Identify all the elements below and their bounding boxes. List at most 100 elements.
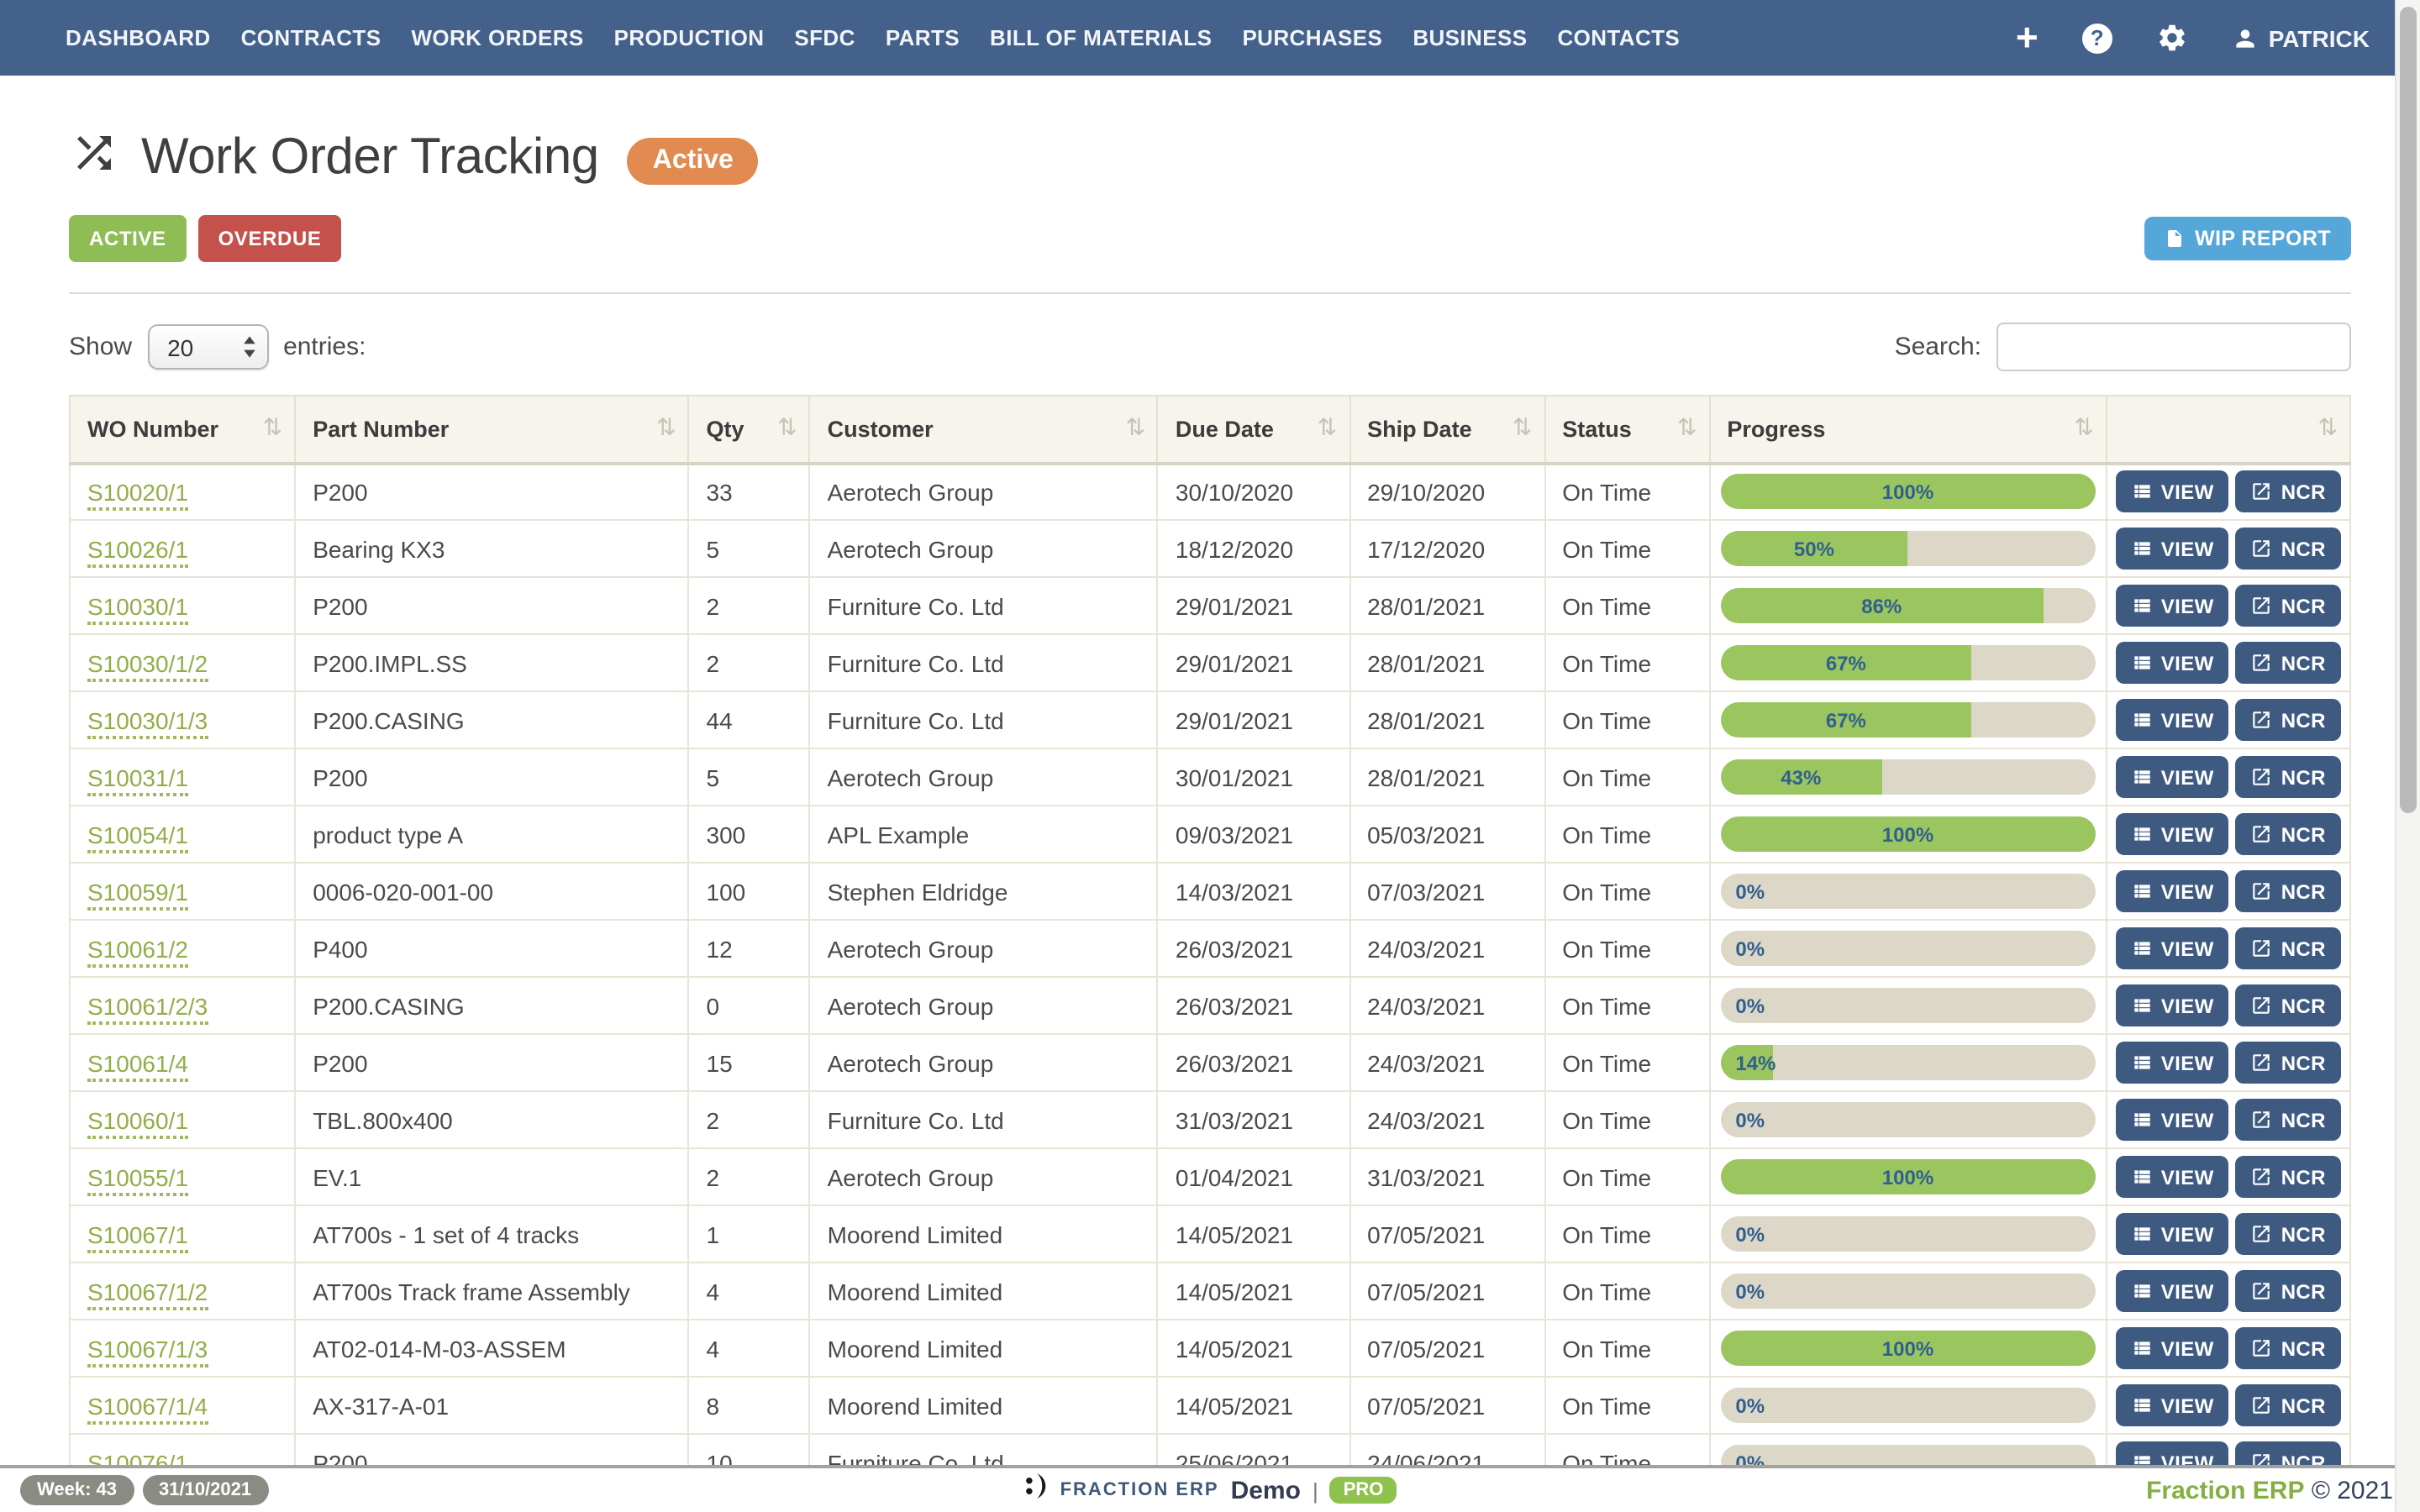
ncr-button[interactable]: NCR xyxy=(2235,470,2341,513)
due-date-cell: 26/03/2021 xyxy=(1156,919,1351,978)
status-cell: On Time xyxy=(1544,862,1711,921)
wo-number-link[interactable]: S10067/1/2 xyxy=(87,1278,208,1310)
view-button[interactable]: VIEW xyxy=(2115,585,2229,627)
entries-select[interactable]: 20 xyxy=(147,324,269,370)
search-input[interactable] xyxy=(1996,323,2351,371)
ncr-button[interactable]: NCR xyxy=(2235,1099,2341,1141)
ncr-button[interactable]: NCR xyxy=(2235,1384,2341,1426)
column-header-part-number[interactable]: Part Number ⇅ xyxy=(294,395,690,465)
nav-item-parts[interactable]: PARTS xyxy=(885,25,960,50)
view-button[interactable]: VIEW xyxy=(2115,1384,2229,1426)
nav-item-business[interactable]: BUSINESS xyxy=(1413,25,1528,50)
view-button[interactable]: VIEW xyxy=(2115,1270,2229,1312)
ncr-button[interactable]: NCR xyxy=(2235,1327,2341,1369)
wo-number-link[interactable]: S10030/1/3 xyxy=(87,706,208,738)
column-header-due-date[interactable]: Due Date ⇅ xyxy=(1156,395,1351,465)
ncr-button[interactable]: NCR xyxy=(2235,927,2341,969)
wip-report-button[interactable]: WIP REPORT xyxy=(2144,217,2351,260)
wo-number-link[interactable]: S10061/2 xyxy=(87,935,188,967)
view-button[interactable]: VIEW xyxy=(2115,756,2229,798)
column-header-ship-date[interactable]: Ship Date ⇅ xyxy=(1349,395,1546,465)
progress-fill xyxy=(1720,474,2096,510)
ncr-button[interactable]: NCR xyxy=(2235,813,2341,855)
wo-number-link[interactable]: S10067/1/4 xyxy=(87,1392,208,1424)
view-button[interactable]: VIEW xyxy=(2115,813,2229,855)
nav-item-purchases[interactable]: PURCHASES xyxy=(1242,25,1383,50)
wo-number-cell: S10031/1 xyxy=(68,748,297,806)
due-date-cell: 30/10/2020 xyxy=(1156,462,1351,521)
overdue-filter-button[interactable]: OVERDUE xyxy=(197,215,342,262)
ncr-button[interactable]: NCR xyxy=(2235,756,2341,798)
wo-number-link[interactable]: S10031/1 xyxy=(87,764,188,795)
sort-icon: ⇅ xyxy=(262,415,283,443)
ncr-button[interactable]: NCR xyxy=(2235,870,2341,912)
view-button[interactable]: VIEW xyxy=(2115,1042,2229,1084)
wo-number-link[interactable]: S10061/4 xyxy=(87,1049,188,1081)
ncr-button[interactable]: NCR xyxy=(2235,1156,2341,1198)
user-menu[interactable]: PATRICK xyxy=(2232,24,2370,51)
table-row: S10030/1 P200 2 Furniture Co. Ltd 29/01/2021… xyxy=(68,576,2352,635)
page-title: Work Order Tracking xyxy=(141,129,599,184)
column-header-customer[interactable]: Customer ⇅ xyxy=(808,395,1159,465)
view-button[interactable]: VIEW xyxy=(2115,642,2229,684)
view-button[interactable]: VIEW xyxy=(2115,699,2229,741)
scrollbar-thumb[interactable] xyxy=(2400,7,2417,813)
add-icon[interactable]: + xyxy=(2015,15,2039,59)
wo-number-link[interactable]: S10059/1 xyxy=(87,878,188,910)
wo-number-link[interactable]: S10067/1/3 xyxy=(87,1335,208,1367)
status-cell: On Time xyxy=(1544,748,1711,806)
nav-item-bill-of-materials[interactable]: BILL OF MATERIALS xyxy=(990,25,1213,50)
column-header-wo-number[interactable]: WO Number ⇅ xyxy=(68,395,297,465)
customer-cell: Moorend Limited xyxy=(808,1205,1159,1263)
active-filter-button[interactable]: ACTIVE xyxy=(69,215,187,262)
nav-item-contracts[interactable]: CONTRACTS xyxy=(240,25,381,50)
nav-item-contacts[interactable]: CONTACTS xyxy=(1557,25,1681,50)
main-content: Work Order Tracking Active ACTIVE OVERDU… xyxy=(0,128,2420,1492)
ncr-button-label: NCR xyxy=(2281,594,2326,617)
view-button[interactable]: VIEW xyxy=(2115,470,2229,513)
wo-number-link[interactable]: S10026/1 xyxy=(87,535,188,567)
ncr-button[interactable]: NCR xyxy=(2235,1213,2341,1255)
ship-date-cell: 07/05/2021 xyxy=(1349,1319,1546,1378)
customer-cell: Aerotech Group xyxy=(808,519,1159,578)
due-date-cell: 14/03/2021 xyxy=(1156,862,1351,921)
view-button[interactable]: VIEW xyxy=(2115,1156,2229,1198)
column-header-qty[interactable]: Qty ⇅ xyxy=(687,395,811,465)
view-button[interactable]: VIEW xyxy=(2115,1099,2229,1141)
view-button[interactable]: VIEW xyxy=(2115,1327,2229,1369)
nav-item-dashboard[interactable]: DASHBOARD xyxy=(66,25,211,50)
wo-number-link[interactable]: S10020/1 xyxy=(87,478,188,511)
column-header-status[interactable]: Status ⇅ xyxy=(1544,395,1711,465)
ncr-button[interactable]: NCR xyxy=(2235,1042,2341,1084)
wo-number-link[interactable]: S10060/1 xyxy=(87,1106,188,1138)
view-button[interactable]: VIEW xyxy=(2115,1213,2229,1255)
ncr-button[interactable]: NCR xyxy=(2235,699,2341,741)
ncr-button[interactable]: NCR xyxy=(2235,984,2341,1026)
ncr-button[interactable]: NCR xyxy=(2235,1270,2341,1312)
wo-number-link[interactable]: S10061/2/3 xyxy=(87,992,208,1024)
view-button[interactable]: VIEW xyxy=(2115,984,2229,1026)
wo-number-link[interactable]: S10055/1 xyxy=(87,1163,188,1195)
qty-cell: 2 xyxy=(687,633,811,692)
column-header-actions[interactable]: ⇅ xyxy=(2105,395,2352,465)
nav-item-work-orders[interactable]: WORK ORDERS xyxy=(411,25,584,50)
nav-item-sfdc[interactable]: SFDC xyxy=(794,25,855,50)
view-button[interactable]: VIEW xyxy=(2115,927,2229,969)
column-header-progress[interactable]: Progress ⇅ xyxy=(1708,395,2107,465)
view-button[interactable]: VIEW xyxy=(2115,528,2229,570)
nav-item-production[interactable]: PRODUCTION xyxy=(613,25,765,50)
wo-number-link[interactable]: S10030/1 xyxy=(87,592,188,624)
due-date-cell: 29/01/2021 xyxy=(1156,576,1351,635)
wo-number-link[interactable]: S10067/1 xyxy=(87,1221,188,1252)
help-icon[interactable]: ? xyxy=(2081,23,2112,53)
ncr-button[interactable]: NCR xyxy=(2235,528,2341,570)
wo-number-link[interactable]: S10054/1 xyxy=(87,821,188,853)
settings-gear-icon[interactable] xyxy=(2156,22,2188,54)
due-date-cell: 29/01/2021 xyxy=(1156,690,1351,749)
view-button[interactable]: VIEW xyxy=(2115,870,2229,912)
wo-number-link[interactable]: S10030/1/2 xyxy=(87,649,208,681)
ncr-button[interactable]: NCR xyxy=(2235,585,2341,627)
ncr-button[interactable]: NCR xyxy=(2235,642,2341,684)
progress-bar: 14% xyxy=(1720,1045,2096,1080)
table-row: S10030/1/2 P200.IMPL.SS 2 Furniture Co. Ltd… xyxy=(68,633,2352,692)
